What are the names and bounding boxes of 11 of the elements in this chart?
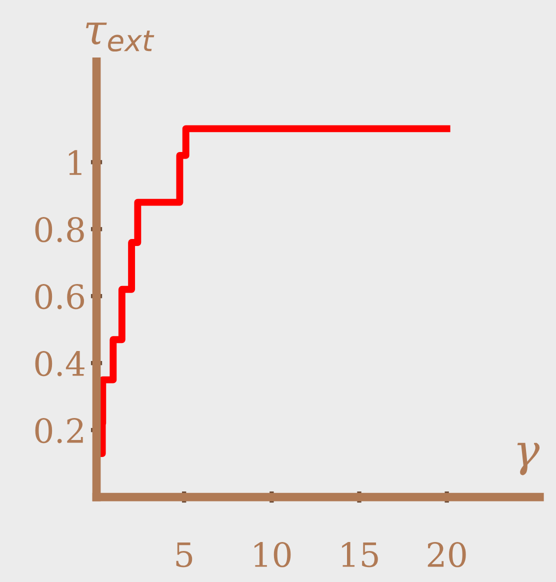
y-tick-label: 1 bbox=[68, 150, 82, 175]
y-axis-title: τ$_{ext}$ bbox=[86, 22, 154, 52]
x-tick-label: 10 bbox=[254, 542, 291, 568]
y-tick-label: 0.2 bbox=[35, 418, 83, 444]
y-tick-label: 0.8 bbox=[35, 217, 84, 242]
x-tick-label: 5 bbox=[176, 542, 192, 568]
x-tick-label: 15 bbox=[342, 542, 378, 568]
x-tick-label: 20 bbox=[428, 542, 466, 568]
y-tick-label: 0.6 bbox=[35, 284, 84, 310]
y-tick-label: 0.4 bbox=[35, 351, 84, 376]
x-axis-title: γ bbox=[517, 442, 540, 476]
